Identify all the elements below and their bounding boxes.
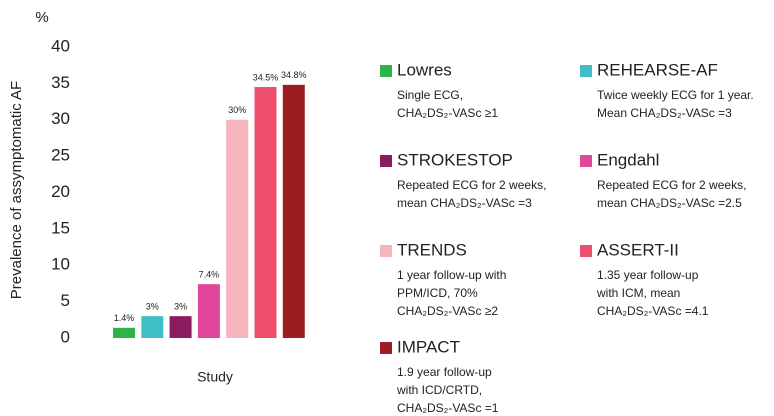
y-tick-label: 40 xyxy=(51,36,70,55)
x-axis-label: Study xyxy=(197,369,233,385)
legend-description: with ICM, mean xyxy=(596,286,680,300)
legend-swatch xyxy=(380,65,392,77)
value-label: 1.4% xyxy=(114,313,135,323)
legend-description: CHA₂DS₂-VASc ≥2 xyxy=(397,304,498,318)
y-tick-label: 15 xyxy=(51,218,70,237)
y-axis-label: Prevalence of assymptomatic AF xyxy=(8,81,25,299)
y-tick-label: 5 xyxy=(61,291,70,310)
value-label: 34.8% xyxy=(281,70,307,80)
legend-description: with ICD/CRTD, xyxy=(396,383,482,397)
legend-label: ASSERT-II xyxy=(597,240,679,259)
legend-description: 1.35 year follow-up xyxy=(597,268,699,282)
legend-label: TRENDS xyxy=(397,240,467,259)
legend-label: Engdahl xyxy=(597,150,659,169)
legend-description: CHA₂DS₂-VASc =4.1 xyxy=(597,304,709,318)
legend-description: Single ECG, xyxy=(397,88,463,102)
legend-description: CHA₂DS₂-VASc ≥1 xyxy=(397,106,498,120)
legend-label: STROKESTOP xyxy=(397,150,513,169)
y-tick-label: 0 xyxy=(61,327,70,346)
bar xyxy=(282,84,305,338)
legend-description: Repeated ECG for 2 weeks, xyxy=(397,178,546,192)
legend-description: 1 year follow-up with xyxy=(397,268,506,282)
legend-description: 1.9 year follow-up xyxy=(397,365,492,379)
legend-swatch xyxy=(580,245,592,257)
y-tick-label: 20 xyxy=(51,182,70,201)
legend-label: REHEARSE-AF xyxy=(597,60,718,79)
bar xyxy=(254,87,277,338)
legend-description: PPM/ICD, 70% xyxy=(397,286,478,300)
value-label: 3% xyxy=(174,302,187,312)
y-unit: % xyxy=(35,9,48,26)
y-tick-label: 10 xyxy=(51,255,70,274)
legend-swatch xyxy=(380,342,392,354)
bar xyxy=(113,327,135,338)
legend-description: Twice weekly ECG for 1 year. xyxy=(597,88,754,102)
bar xyxy=(169,316,192,338)
legend-description: CHA₂DS₂-VASc =1 xyxy=(397,401,499,415)
legend-swatch xyxy=(580,155,592,167)
value-label: 34.5% xyxy=(253,72,279,82)
value-label: 7.4% xyxy=(199,270,220,280)
legend-description: mean CHA₂DS₂-VASc =2.5 xyxy=(597,196,742,210)
y-tick-label: 35 xyxy=(51,73,70,92)
legend-swatch xyxy=(380,155,392,167)
bar xyxy=(141,316,164,338)
y-tick-label: 25 xyxy=(51,146,70,165)
legend-label: Lowres xyxy=(397,60,452,79)
legend-description: Repeated ECG for 2 weeks, xyxy=(597,178,746,192)
bar xyxy=(226,119,249,338)
bar xyxy=(197,284,220,338)
y-tick-label: 30 xyxy=(51,109,70,128)
value-label: 3% xyxy=(146,302,159,312)
legend-label: IMPACT xyxy=(397,337,460,356)
legend-description: Mean CHA₂DS₂-VASc =3 xyxy=(597,106,732,120)
legend-swatch xyxy=(380,245,392,257)
legend-description: mean CHA₂DS₂-VASc =3 xyxy=(397,196,532,210)
legend-swatch xyxy=(580,65,592,77)
value-label: 30% xyxy=(228,105,246,115)
